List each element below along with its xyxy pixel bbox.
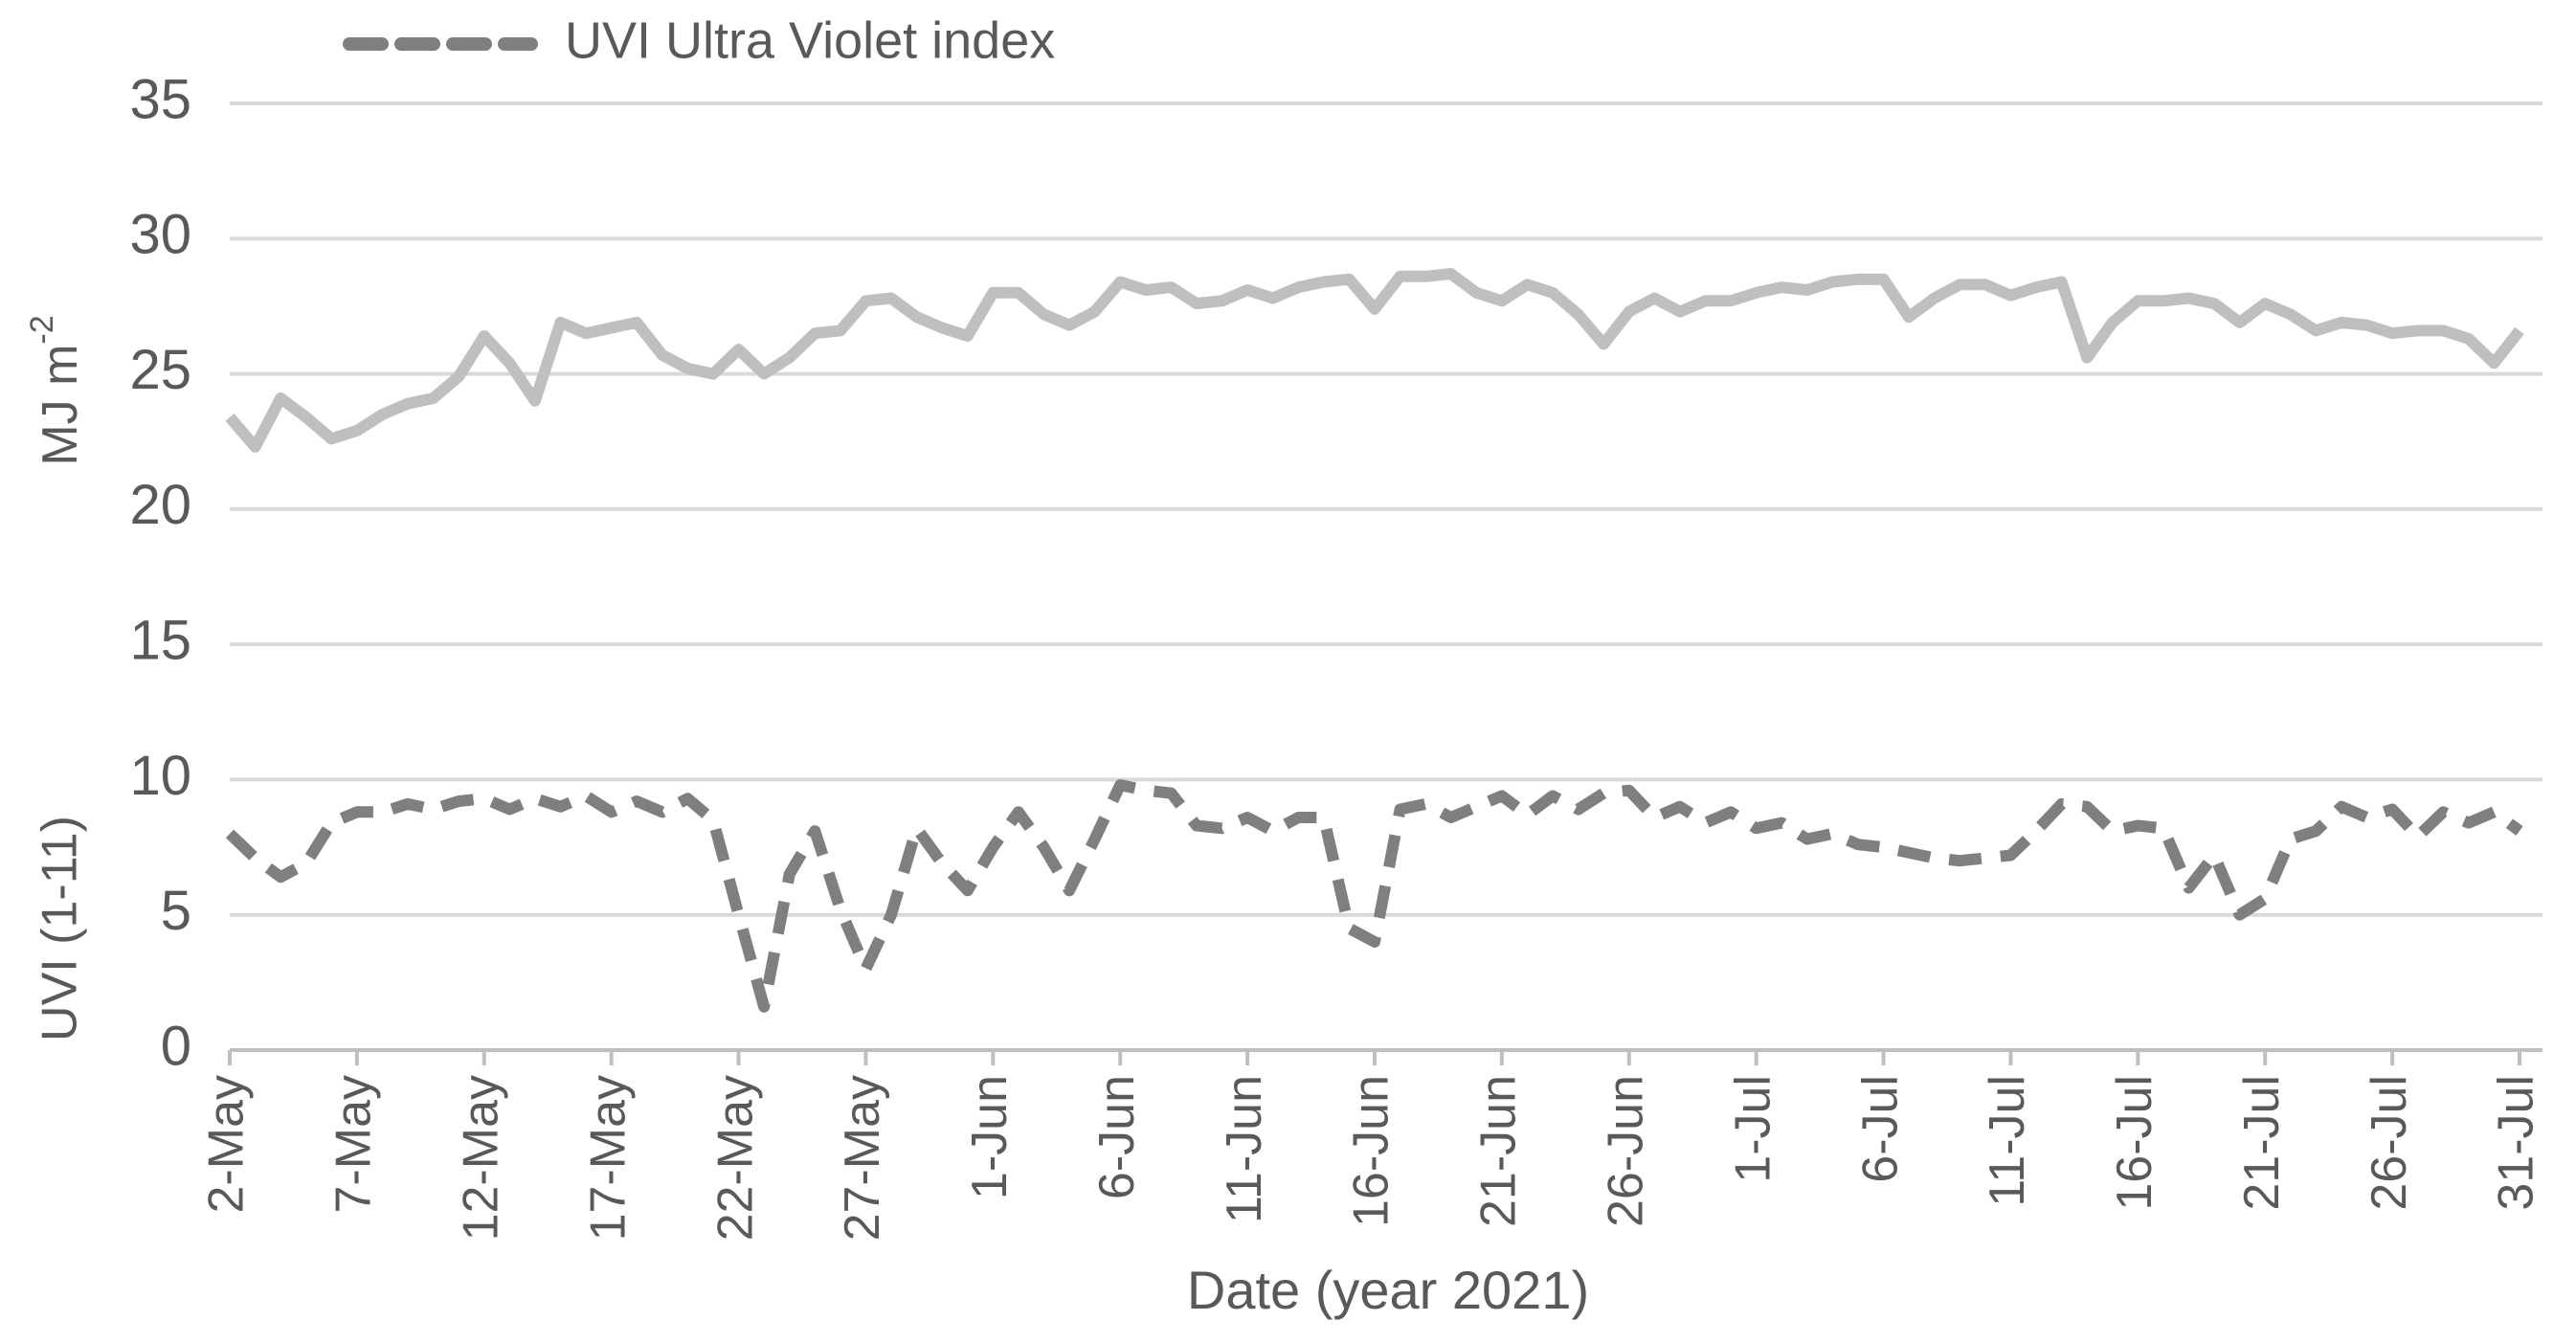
x-tick-label: 6-Jun <box>1089 1075 1145 1199</box>
x-tick-label: 27-May <box>835 1075 890 1241</box>
y-tick-label: 0 <box>161 1015 191 1077</box>
y-axis-title: MJ m-2 <box>24 315 88 465</box>
x-tick-label: 16-Jul <box>2107 1075 2162 1211</box>
x-tick-label: 11-Jul <box>1980 1075 2035 1207</box>
x-tick-label: 1-Jul <box>1725 1075 1781 1183</box>
x-tick-label: 7-May <box>326 1075 382 1213</box>
y-axis-title: UVI (1-11) <box>33 816 88 1041</box>
x-tick-label: 11-Jun <box>1217 1075 1272 1223</box>
y-tick-label: 35 <box>129 68 191 130</box>
x-tick-label: 26-Jun <box>1599 1075 1654 1227</box>
legend-label: UVI Ultra Violet index <box>565 11 1055 69</box>
x-tick-label: 2-May <box>199 1075 255 1213</box>
data-line <box>225 268 2524 453</box>
x-tick-label: 1-Jun <box>962 1075 1018 1199</box>
y-tick-label: 15 <box>129 609 191 671</box>
y-axis-title-superscript: -2 <box>24 315 60 344</box>
x-tick-label: 16-Jun <box>1344 1075 1400 1227</box>
x-tick-label: 31-Jul <box>2489 1075 2544 1211</box>
data-line <box>225 779 2523 1013</box>
x-tick-label: 12-May <box>454 1075 509 1241</box>
x-tick-label: 6-Jul <box>1852 1075 1908 1183</box>
x-tick-label: 22-May <box>707 1075 763 1241</box>
x-tick-label: 21-Jul <box>2234 1075 2290 1211</box>
y-tick-label: 10 <box>129 745 191 807</box>
y-tick-label: 30 <box>129 204 191 266</box>
y-tick-label: 25 <box>129 339 191 401</box>
y-axis-title-text: MJ m <box>33 345 88 466</box>
x-tick-label: 21-Jun <box>1471 1075 1527 1227</box>
x-tick-label: 17-May <box>580 1075 636 1241</box>
y-tick-label: 5 <box>161 880 191 942</box>
y-tick-label: 20 <box>129 474 191 536</box>
x-axis-title: Date (year 2021) <box>1187 1260 1589 1320</box>
x-tick-label: 26-Jul <box>2362 1075 2417 1211</box>
